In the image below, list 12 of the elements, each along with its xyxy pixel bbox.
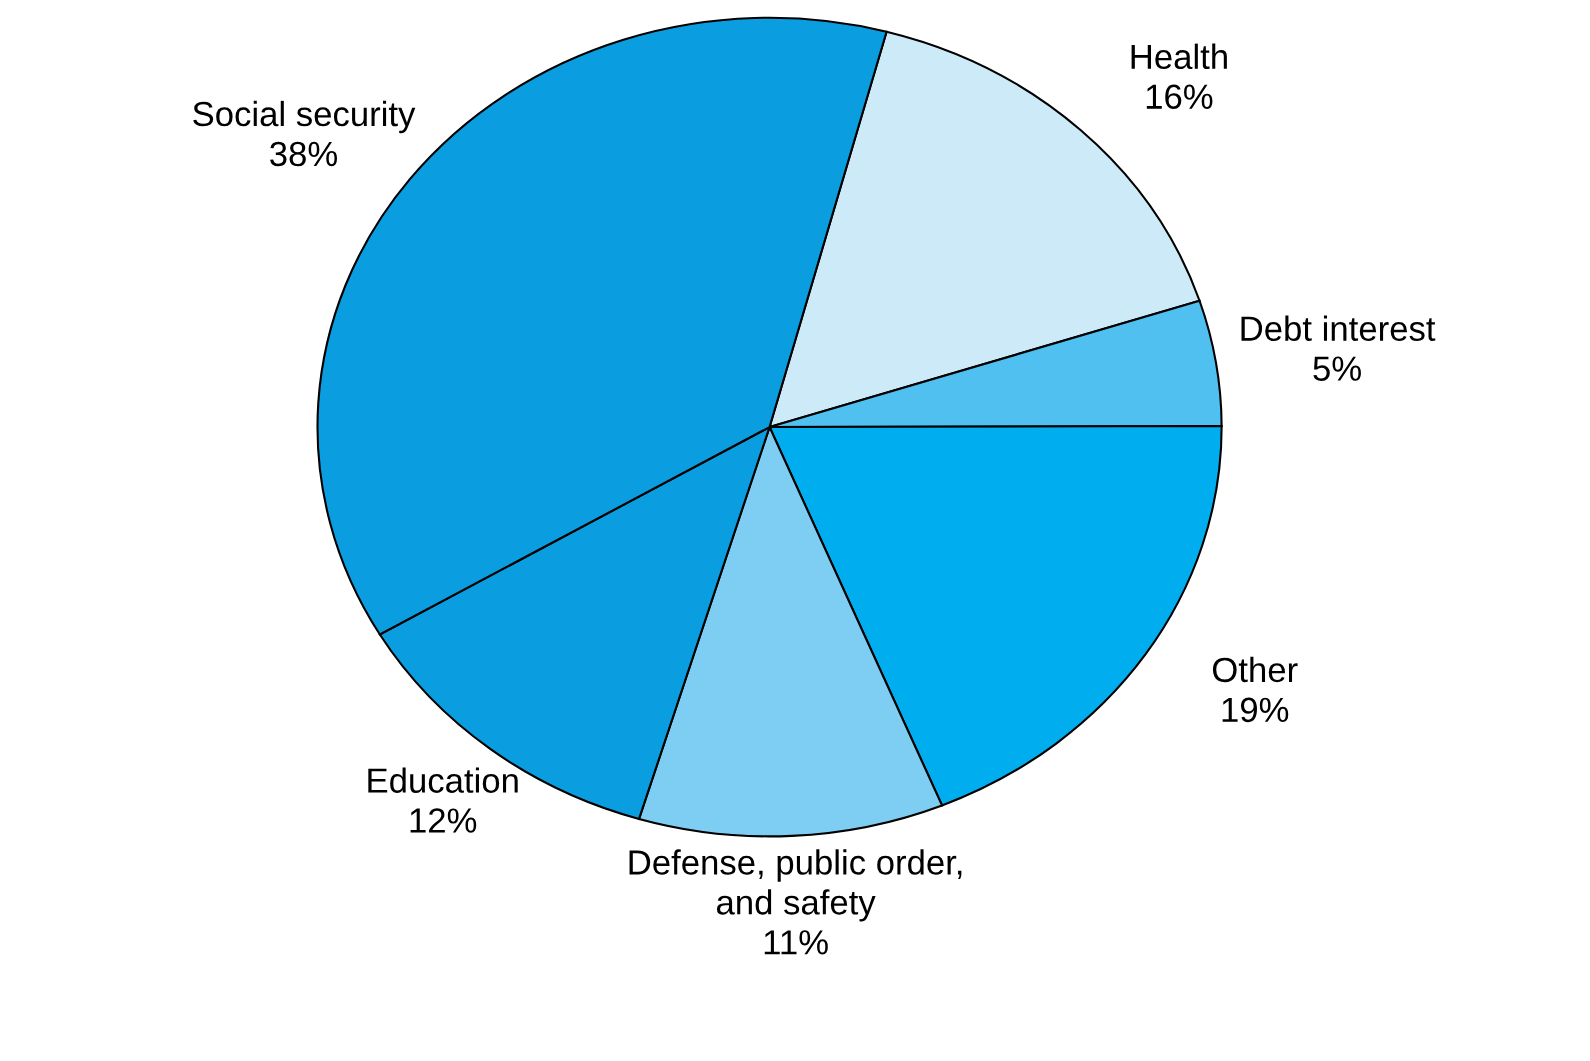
slice-label: Social security [193, 100, 416, 134]
data-label: 38% [270, 141, 338, 167]
slice-label: Other [1212, 656, 1298, 683]
slice-label: Health [1131, 43, 1227, 70]
data-label: 11% [764, 930, 828, 955]
data-label: 19% [1222, 697, 1289, 723]
data-label: 16% [1146, 84, 1213, 110]
slice-label: Education [368, 767, 518, 793]
slice-label: Debt interest [1241, 315, 1436, 342]
data-label: 5% [1313, 356, 1361, 381]
slice-label: Defense, public order, and safety [629, 849, 962, 922]
data-label: 12% [410, 808, 477, 833]
